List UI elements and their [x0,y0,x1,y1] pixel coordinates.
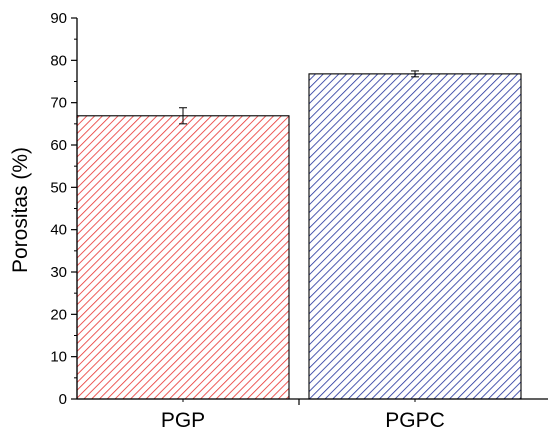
error-bar-pgpc [411,70,419,78]
y-tick-label: 90 [50,10,67,27]
y-tick-label: 20 [50,306,67,323]
y-tick-label: 60 [50,137,67,154]
y-tick-label: 0 [59,391,67,408]
x-ticks-layer: PGP PGPC [161,399,445,432]
x-category-label: PGP [161,409,205,432]
y-tick-label: 80 [50,52,67,69]
y-tick-label: 40 [50,222,67,239]
bars-layer [76,73,522,400]
y-axis-title: Porositas (%) [9,147,32,273]
y-tick-label: 50 [50,179,67,196]
bar-pgpc [308,73,522,400]
y-ticks-layer: 0 10 20 30 40 50 60 70 80 90 [50,10,77,408]
error-bars-layer [179,70,419,125]
bar-pgp [76,115,290,400]
y-tick-label: 70 [50,95,67,112]
x-category-label: PGPC [385,409,445,432]
y-tick-label: 30 [50,264,67,281]
y-tick-label: 10 [50,349,67,366]
error-bar-pgp [179,107,187,125]
